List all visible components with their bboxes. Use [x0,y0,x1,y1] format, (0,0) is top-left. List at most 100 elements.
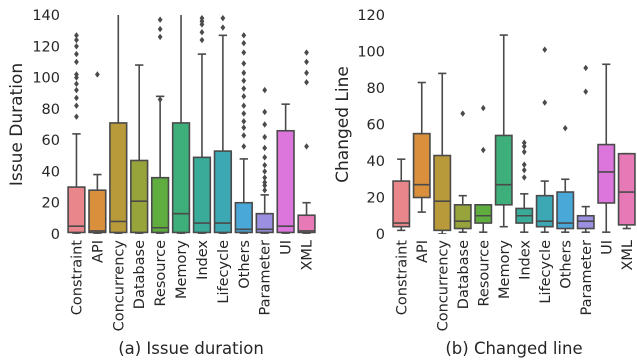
outlier-point [521,174,527,181]
x-tick-label: Constraint [69,240,85,315]
y-tick-label: 120 [357,8,385,24]
x-tick-label: Concurrency [435,240,451,332]
x-tick-label: Others [237,240,253,289]
outlier-point [583,88,589,95]
x-tick-label: Parameter [258,240,274,315]
outlier-point [262,121,268,128]
box-index [192,156,212,234]
box-resource [474,204,493,224]
box-xml [297,214,316,234]
outlier-point [262,179,268,186]
outlier-point [304,79,309,86]
x-tick-label: Concurrency [111,240,127,332]
outlier-point [199,15,205,22]
outlier-point [241,102,247,109]
outlier-point [460,110,466,117]
box-lifecycle [535,194,554,228]
y-tick-label: 80 [42,102,60,118]
outlier-point [262,144,268,152]
outlier-point [74,58,79,66]
x-tick-label: Resource [153,240,169,307]
boxes-group [67,15,316,234]
outlier-point [157,25,163,33]
outlier-point [241,93,247,100]
x-tick-label: Database [132,240,148,309]
y-tick-label: 100 [32,71,60,87]
outlier-point [521,143,527,150]
outlier-point [241,118,247,125]
box-constraint [67,186,86,234]
outlier-point [304,69,309,77]
box-api [412,132,431,199]
outlier-point [241,60,247,67]
box-others [234,201,253,234]
box-others [556,191,575,230]
outlier-point [241,143,247,150]
outlier-point [262,168,268,175]
x-tick-label: Index [195,240,211,280]
y-tick-label: 120 [32,39,60,55]
outlier-point [74,71,79,78]
x-tick-label: Lifecycle [538,240,554,304]
y-tick-label: 60 [367,118,385,134]
box-xml [617,152,636,226]
x-tick-label: UI [599,240,615,255]
outlier-point [74,102,79,109]
outlier-point [262,133,268,141]
outlier-point [241,110,247,117]
y-tick-label: 80 [367,81,385,97]
box-lifecycle [213,150,233,234]
outlier-point [74,43,79,50]
outlier-point [157,96,163,103]
outlier-point [262,86,268,94]
x-tick-label: UI [279,240,295,255]
y-axis-label: Issue Duration [7,63,27,186]
outlier-point [74,50,79,58]
box-database [130,159,149,234]
outlier-point [521,148,527,156]
outlier-point [74,113,79,120]
outlier-point [241,32,247,39]
outlier-point [241,49,247,56]
y-tick-label: 20 [42,196,60,212]
outlier-point [157,16,163,23]
y-tick-label: 140 [32,8,60,24]
x-tick-label: API [90,240,106,263]
outlier-point [262,154,268,161]
outlier-point [220,24,226,31]
outlier-point [542,46,548,53]
box-concurrency [109,122,128,234]
outlier-point [241,132,247,139]
outlier-point [94,71,100,78]
outlier-point [241,124,247,131]
x-tick-label: XML [300,240,316,271]
x-tick-label: API [415,240,431,263]
outlier-point [521,139,527,146]
outlier-point [199,36,205,44]
y-tick-label: 20 [367,191,385,207]
y-tick-label: 60 [42,133,60,149]
box-api [88,189,107,234]
outlier-point [241,39,247,47]
outlier-point [74,80,79,88]
outlier-point [241,85,247,92]
outlier-point [562,124,568,132]
boxes-group [392,34,636,234]
issue-duration-boxplot: 0 20 40 60 80 100 120 140 Issue Duration Constrai… [7,8,316,358]
x-tick-label: Resource [476,240,492,307]
outlier-point [480,104,486,112]
x-tick-label: Others [558,240,574,289]
x-tick-label: Lifecycle [216,240,232,304]
x-tick-label: Memory [497,240,513,299]
outlier-point [262,174,268,181]
outlier-point [304,143,309,150]
subfigure-caption: (a) Issue duration [118,339,264,358]
outlier-point [521,161,527,168]
outlier-point [241,69,247,77]
outlier-point [74,94,79,102]
outlier-point [262,187,268,194]
y-tick-label: 40 [42,164,60,180]
outlier-point [241,77,247,84]
box-memory [171,122,191,234]
